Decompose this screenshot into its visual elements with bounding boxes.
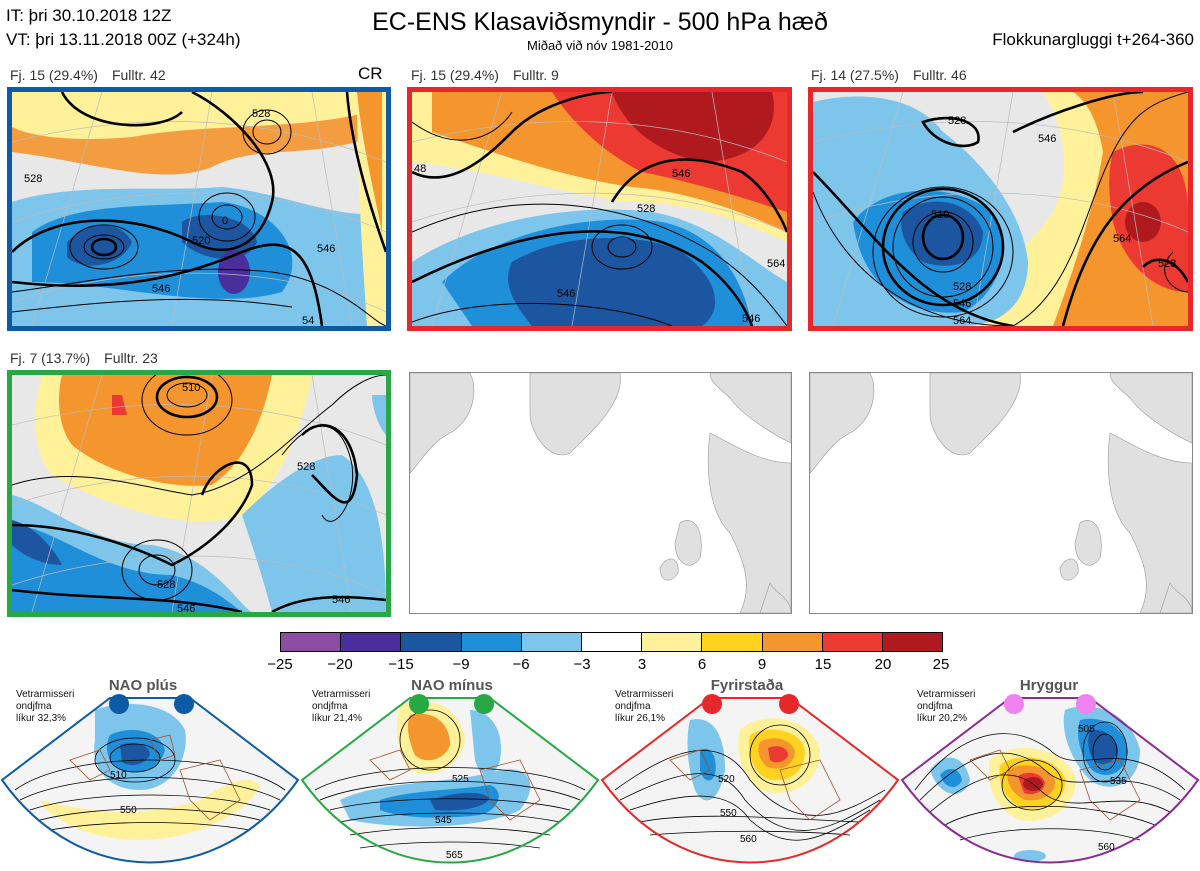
contour-label: 564 (767, 258, 785, 270)
contour-label: 528 (1158, 258, 1176, 270)
colorbar-tick: 6 (697, 656, 707, 673)
contour-label: 564 (1113, 233, 1131, 245)
colorbar-tick: −15 (388, 656, 414, 673)
contour-label: 546 (672, 168, 690, 180)
contour-label: 0 (222, 215, 228, 227)
regime-map-3: 520 550 560 (600, 694, 900, 864)
cluster-1-tag: CR (358, 64, 383, 83)
contour-label: 528 (252, 108, 270, 120)
contour-label: 546 (177, 603, 195, 612)
colorbar-tick: 3 (637, 656, 647, 673)
contour-label: 520 (192, 235, 210, 247)
page-subtitle: Miðað við nóv 1981-2010 (527, 38, 673, 53)
colorbar-swatch (581, 633, 643, 651)
contour-label: 550 (120, 805, 137, 816)
regime-4-info: Vetrarmisseri ondjfma líkur 20,2% (917, 689, 976, 724)
contour-label: 546 (1038, 133, 1056, 145)
contour-label: 560 (1098, 842, 1115, 853)
contour-label: 565 (446, 850, 463, 861)
colorbar-swatch (882, 633, 943, 651)
contour-label: 564 (953, 315, 971, 326)
contour-label: 528 (953, 281, 971, 293)
colorbar-tick: 20 (874, 656, 892, 673)
colorbar-tick: −20 (327, 656, 353, 673)
colorbar-swatch (642, 633, 703, 651)
regime-4-title: Hryggur (1019, 677, 1079, 694)
regime-1-title: NAO plús (108, 677, 178, 694)
issue-time: IT: þri 30.10.2018 12Z (6, 6, 172, 25)
colorbar-tick: −3 (573, 656, 591, 673)
contour-label: 528 (297, 461, 315, 473)
contour-label: 546 (317, 243, 335, 255)
contour-label: 528 (948, 115, 966, 127)
colorbar-swatch (461, 633, 522, 651)
colorbar-tick: 25 (932, 656, 950, 673)
contour-label: 48 (414, 163, 426, 175)
contour-label: 510 (110, 770, 127, 781)
colorbar-swatch (762, 633, 823, 651)
regime-map-2: 525 545 565 (300, 694, 600, 864)
cluster-4-label: Fj. 7 (13.7%) Fulltr. 23 (10, 350, 158, 366)
colorbar-swatch (401, 633, 462, 651)
colorbar-swatch (702, 633, 763, 651)
contour-label: 510 (182, 382, 200, 394)
classification-window: Flokkunargluggi t+264-360 (992, 30, 1194, 49)
colorbar-tick: 15 (814, 656, 832, 673)
cluster-2-label: Fj. 15 (29.4%) Fulltr. 9 (411, 67, 559, 83)
valid-time: VT: þri 13.11.2018 00Z (+324h) (6, 30, 241, 49)
colorbar (280, 632, 943, 652)
cluster-1-label: Fj. 15 (29.4%) Fulltr. 42 (10, 67, 166, 83)
colorbar-tick: 9 (757, 656, 767, 673)
cluster-3-label: Fj. 14 (27.5%) Fulltr. 46 (811, 67, 967, 83)
cluster-map-3: 528 546 510 528 546 564 564 528 (808, 87, 1193, 331)
colorbar-tick: −25 (267, 656, 293, 673)
colorbar-swatch (281, 633, 342, 651)
regime-3-title: Fyrirstaða (710, 677, 784, 694)
contour-label: 505 (1078, 724, 1095, 735)
contour-label: 520 (718, 774, 735, 785)
regime-1-info: Vetrarmisseri ondjfma líkur 32,3% (16, 689, 75, 724)
colorbar-tick: −6 (512, 656, 530, 673)
regime-map-1: 510 550 (0, 694, 300, 864)
contour-label: 546 (152, 283, 170, 295)
cluster-map-1: 520 0 528 546 54 546 528 (7, 87, 391, 331)
colorbar-swatch (822, 633, 883, 651)
colorbar-swatch (521, 633, 582, 651)
contour-label: 528 (24, 173, 42, 185)
contour-label: 546 (557, 288, 575, 300)
colorbar-swatch (341, 633, 402, 651)
contour-label: 550 (720, 808, 737, 819)
contour-label: 545 (435, 815, 452, 826)
regime-2-info: Vetrarmisseri ondjfma líkur 21,4% (312, 689, 371, 724)
contour-label: 525 (452, 774, 469, 785)
empty-map-2 (809, 372, 1193, 614)
contour-label: 54 (302, 315, 314, 326)
page-title: EC-ENS Klasaviðsmyndir - 500 hPa hæð (372, 8, 828, 36)
contour-label: 546 (953, 298, 971, 310)
empty-map-1 (409, 372, 792, 614)
contour-label: 528 (157, 579, 175, 591)
contour-label: 535 (1110, 776, 1127, 787)
regime-map-4: 505 535 560 (900, 694, 1200, 864)
cluster-map-4: 510 528 528 546 546 (7, 370, 391, 617)
contour-label: 528 (637, 203, 655, 215)
regime-2-title: NAO mínus (411, 677, 493, 694)
cluster-map-2: 528 546 546 564 546 48 (407, 87, 792, 331)
colorbar-tick: −9 (452, 656, 470, 673)
contour-label: 546 (742, 313, 760, 325)
contour-label: 510 (931, 209, 949, 221)
contour-label: 546 (332, 594, 350, 606)
regime-3-info: Vetrarmisseri ondjfma líkur 26,1% (615, 689, 674, 724)
contour-label: 560 (740, 834, 757, 845)
